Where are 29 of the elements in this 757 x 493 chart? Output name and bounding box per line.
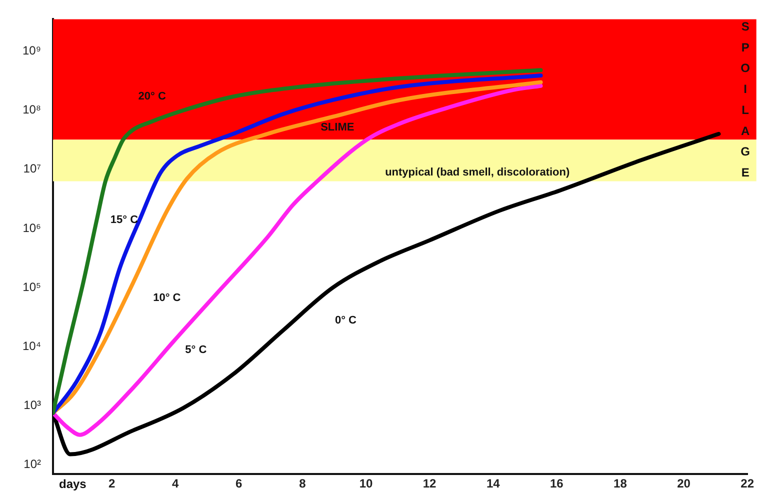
text: 0° C [334, 314, 357, 327]
y-tick-label: 10² [24, 456, 42, 471]
x-tick-label: 12 [422, 476, 437, 490]
x-tick-label: 16 [550, 476, 564, 490]
x-tick-label: 10 [359, 476, 373, 490]
x-tick-label: 14 [486, 476, 500, 490]
x-tick-label: 8 [299, 476, 306, 490]
series-label: 10° C [153, 292, 181, 304]
y-tick-label: 10⁸ [22, 102, 41, 117]
y-tick-label: 10⁵ [22, 280, 42, 294]
x-tick-label: 2 [108, 476, 116, 490]
y-tick-label: 10³ [24, 398, 42, 412]
x-tick-label: 6 [236, 476, 243, 490]
annotation: SPOILAGE [740, 20, 750, 180]
x-tick-label: 18 [614, 476, 628, 490]
y-tick-label: 10⁹ [22, 44, 41, 58]
y-tick-label: 10⁴ [22, 338, 41, 353]
y-tick-label: 10⁶ [22, 220, 42, 235]
x-axis-title: days [59, 477, 87, 492]
x-tick-label: 22 [740, 476, 754, 490]
series-label: 20° C [138, 90, 166, 102]
series-label: 15° C [110, 214, 138, 226]
band-label: untypical (bad smell, discoloration) [385, 166, 570, 178]
line-series [53, 132, 721, 456]
band-label: SLIME [320, 122, 354, 134]
x-tick-label: 20 [677, 476, 691, 490]
series-label: 5° C [185, 344, 207, 356]
y-tick-label: 10⁷ [23, 162, 41, 176]
x-tick-label: 4 [172, 476, 179, 490]
